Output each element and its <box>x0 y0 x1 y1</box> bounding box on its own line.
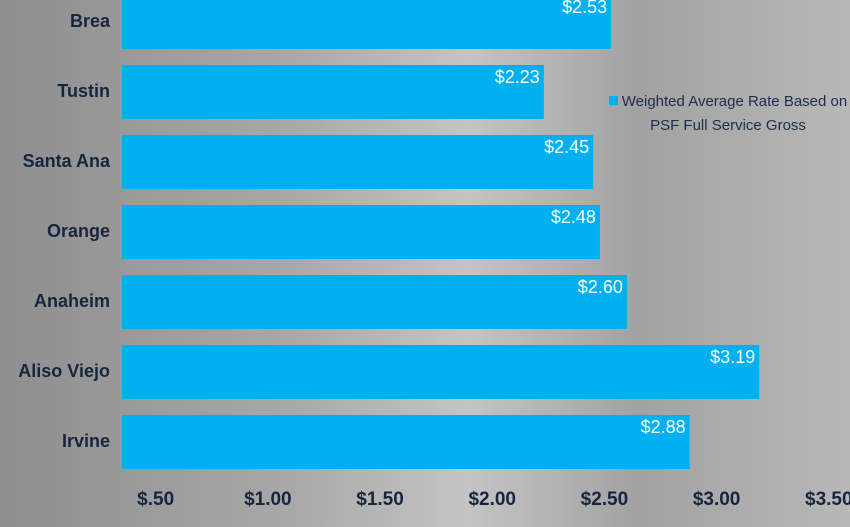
y-tick-label: Brea <box>70 11 111 31</box>
value-label: $2.23 <box>495 67 540 87</box>
legend-key <box>609 96 618 105</box>
x-tick-label: $3.50 <box>805 489 850 510</box>
bar <box>122 205 600 259</box>
y-tick-label: Orange <box>47 221 110 241</box>
legend: Weighted Average Rate Based on PSF Full … <box>608 90 848 138</box>
chart-page: $.50 $1.00 $1.50 $2.00 $2.50 $3.00 $3.50 Brea Tu… <box>0 0 850 527</box>
bar <box>122 65 544 119</box>
chart: $.50 $1.00 $1.50 $2.00 $2.50 $3.00 $3.50 Brea Tu… <box>0 0 850 527</box>
y-tick-label: Irvine <box>62 431 110 451</box>
x-tick-label: $.50 <box>137 489 174 510</box>
x-tick-label: $2.50 <box>581 489 629 510</box>
value-label: $2.45 <box>544 137 589 157</box>
x-tick-label: $3.00 <box>693 489 741 510</box>
bar <box>122 345 759 399</box>
x-tick-label: $2.00 <box>468 489 516 510</box>
y-tick-label: Tustin <box>57 81 110 101</box>
bar <box>122 415 690 469</box>
y-tick-label: Anaheim <box>34 291 110 311</box>
value-label: $2.60 <box>578 277 623 297</box>
bar <box>122 275 627 329</box>
bar <box>122 0 611 49</box>
bar <box>122 135 593 189</box>
value-label: $3.19 <box>710 347 755 367</box>
y-tick-label: Santa Ana <box>23 151 111 171</box>
y-tick-label: Aliso Viejo <box>18 361 110 381</box>
value-label: $2.53 <box>562 0 607 17</box>
legend-label: Weighted Average Rate Based on PSF Full … <box>622 93 847 134</box>
x-tick-label: $1.50 <box>356 489 404 510</box>
value-label: $2.88 <box>641 417 686 437</box>
x-tick-label: $1.00 <box>244 489 292 510</box>
value-label: $2.48 <box>551 207 596 227</box>
